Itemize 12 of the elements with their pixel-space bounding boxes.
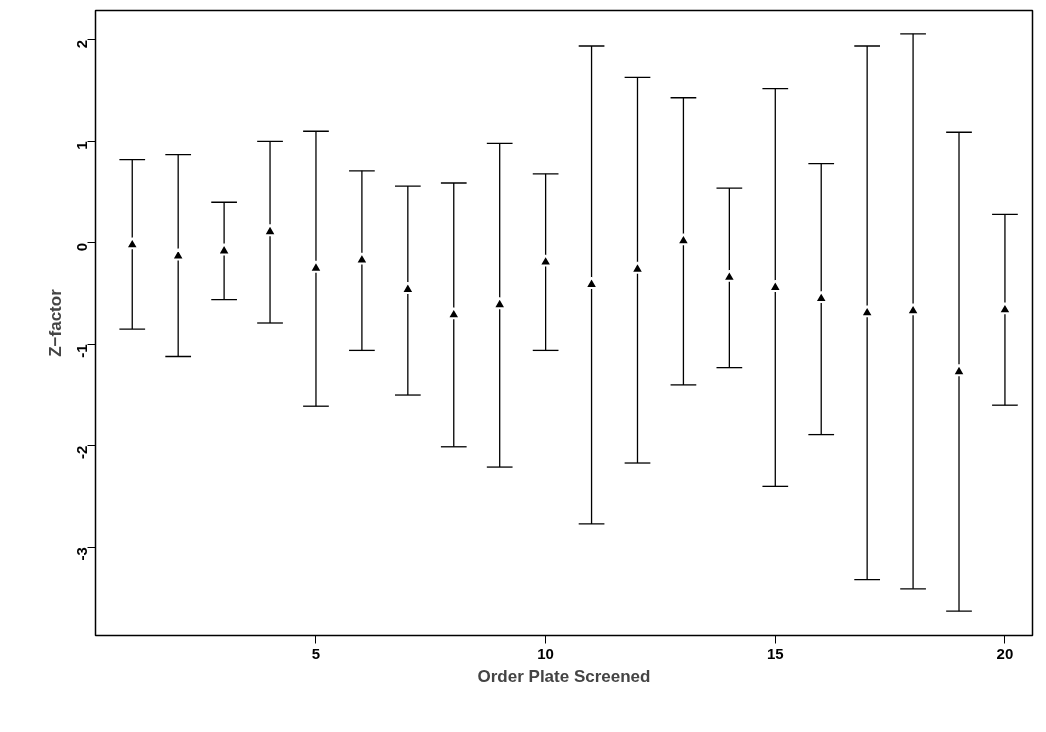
x-tick-label: 20 bbox=[996, 644, 1014, 662]
y-tick-label: 0 bbox=[73, 242, 91, 252]
x-tick-label: 5 bbox=[311, 644, 321, 662]
y-tick-label: 2 bbox=[73, 39, 91, 49]
y-axis-title: Z−factor bbox=[45, 288, 65, 357]
y-tick-label: -2 bbox=[73, 445, 91, 460]
x-tick-label: 10 bbox=[537, 644, 554, 662]
x-tick-label: 15 bbox=[766, 644, 784, 662]
y-tick-label: 1 bbox=[73, 141, 91, 150]
x-axis-title: Order Plate Screened bbox=[477, 666, 651, 686]
y-tick-label: -3 bbox=[73, 547, 91, 561]
y-tick-label: -1 bbox=[73, 344, 91, 358]
